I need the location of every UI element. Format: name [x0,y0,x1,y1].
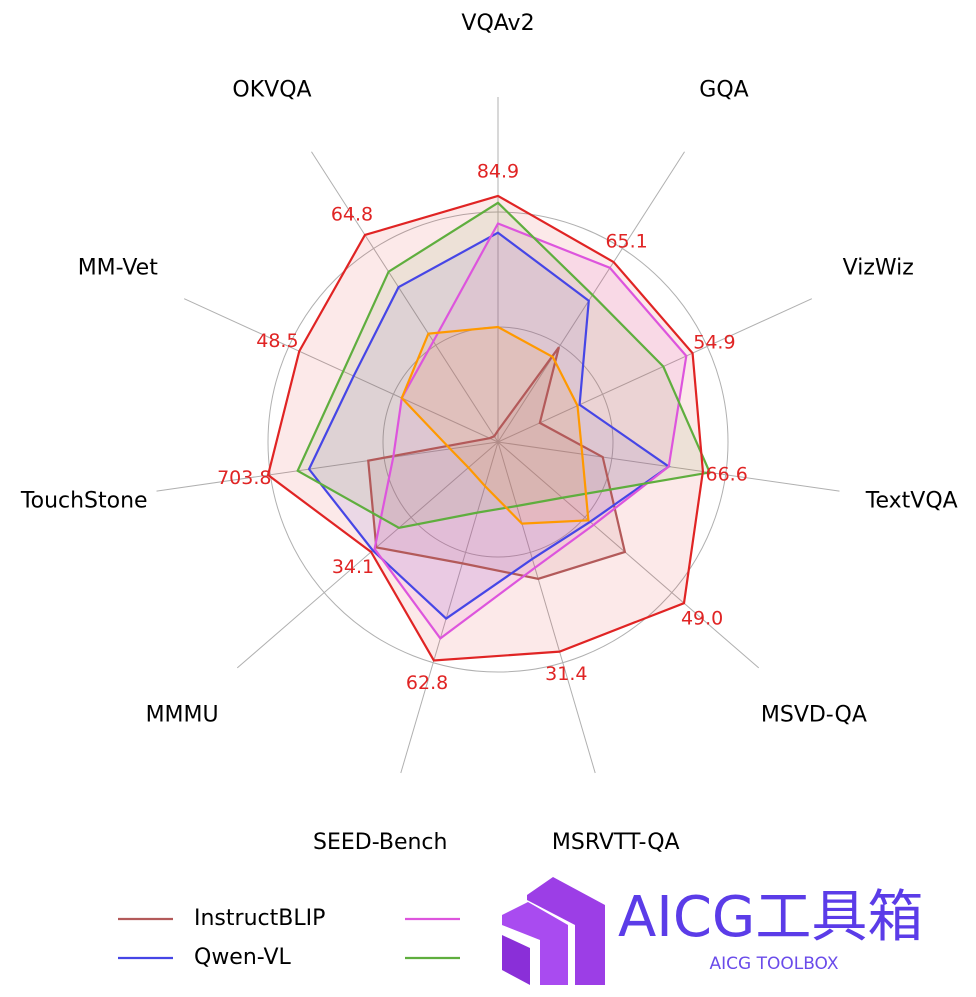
axis-label: TouchStone [20,488,148,513]
value-label: 65.1 [605,230,647,252]
spoke [497,441,596,774]
axis-label: MSRVTT-QA [552,830,680,855]
value-label: 54.9 [693,332,735,354]
axis-label: VQAv2 [461,11,534,36]
series-area [297,202,710,528]
watermark-subtitle: AICG TOOLBOX [709,954,838,974]
value-label: 62.8 [406,672,448,694]
value-label: 84.9 [477,160,519,182]
axis-label: TextVQA [865,488,958,513]
spoke [497,298,813,443]
watermark-logo [502,935,530,985]
series-line [307,231,671,620]
axis-label: GQA [699,77,748,102]
axis-label: MM-Vet [78,255,158,280]
series-area [309,232,669,619]
watermark-logo [502,902,568,985]
series-area [401,327,589,524]
spoke [497,441,760,669]
value-label: 49.0 [681,607,723,629]
spoke [311,151,499,443]
spoke [183,298,499,443]
value-label: 48.5 [256,330,298,352]
legend-label: Qwen-VL [194,945,291,970]
axis-label: OKVQA [232,77,311,102]
series-line [373,222,688,640]
axis-label: MSVD-QA [761,703,867,728]
spoke [497,151,685,443]
series-area [374,223,687,639]
watermark-title: AICG工具箱 [618,885,923,950]
spoke [156,441,499,492]
series-line [266,194,704,662]
spoke [400,441,499,774]
value-label: 64.8 [331,203,373,225]
series-line [296,201,712,530]
value-label: 34.1 [332,556,374,578]
value-label: 703.8 [217,467,271,489]
axis-label: MMMU [146,703,219,728]
legend-label: InstructBLIP [194,906,325,931]
spoke [236,441,499,669]
watermark: AICG工具箱 AICG TOOLBOX [500,872,940,994]
axis-label: VizWiz [843,255,914,280]
value-label: 66.6 [705,463,747,485]
value-label: 31.4 [545,663,587,685]
watermark-logo [527,877,605,985]
axis-label: SEED-Bench [313,830,447,855]
series-line [400,325,590,525]
series-line [367,346,627,580]
